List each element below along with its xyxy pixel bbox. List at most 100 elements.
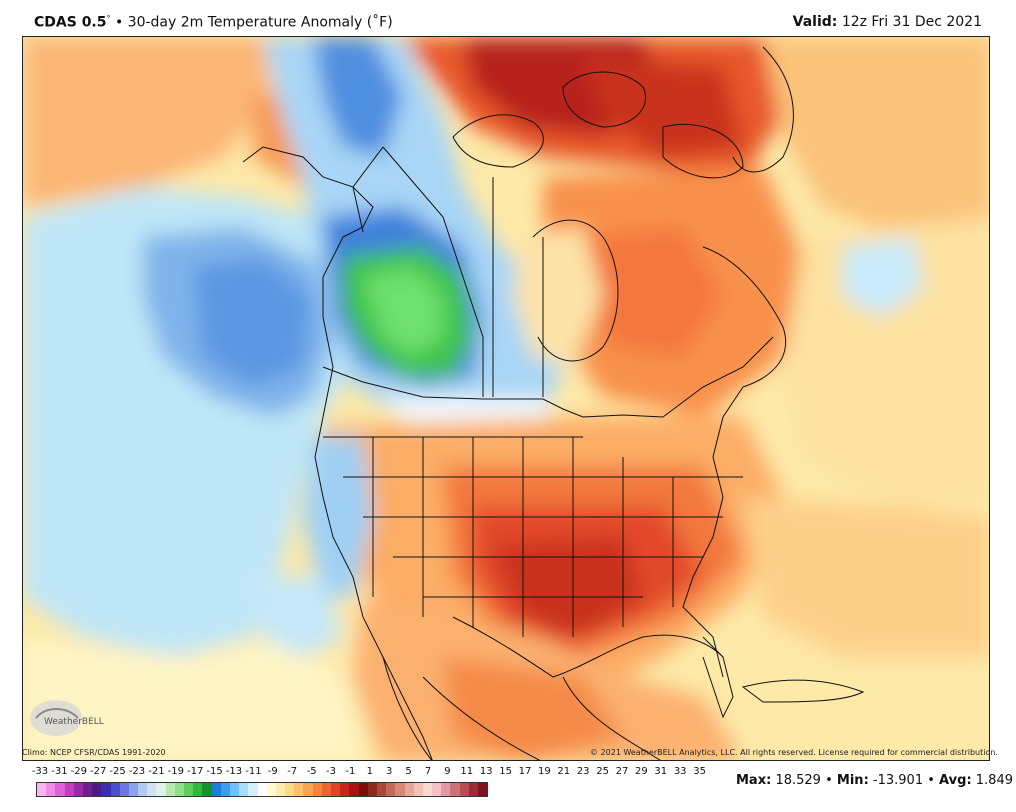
- legend-colorbar: [36, 782, 489, 797]
- legend-swatch: [376, 783, 387, 796]
- legend-swatch: [92, 783, 102, 796]
- min-label: Min: [836, 773, 864, 788]
- legend-tick-label: 19: [538, 766, 551, 777]
- legend-swatch: [321, 783, 331, 796]
- legend-swatch: [147, 783, 157, 796]
- legend-swatch: [331, 783, 341, 796]
- legend-swatch: [165, 783, 175, 796]
- legend-tick-label: 31: [654, 766, 668, 777]
- max-value: 18.529: [775, 773, 821, 788]
- legend-tick-label: 35: [693, 766, 706, 777]
- climo-note: Climo: NCEP CFSR/CDAS 1991-2020: [22, 748, 166, 757]
- legend-tick-label: 11: [460, 766, 474, 777]
- legend-tick-label: -9: [267, 766, 278, 777]
- legend-tick-label: -19: [167, 766, 184, 777]
- legend-swatch: [82, 783, 93, 796]
- max-label: Max: [736, 773, 767, 788]
- legend-swatch: [239, 783, 249, 796]
- legend-swatch: [386, 783, 396, 796]
- valid-value: 12z Fri 31 Dec 2021: [841, 14, 982, 30]
- map-title: CDAS 0.5° • 30-day 2m Temperature Anomal…: [34, 14, 393, 31]
- legend-swatch: [340, 783, 350, 796]
- valid-label: Valid:: [792, 14, 838, 30]
- stats-separator: •: [825, 773, 833, 788]
- legend-swatch: [395, 783, 405, 796]
- degree-mark: °: [106, 14, 111, 23]
- legend-swatch: [138, 783, 148, 796]
- legend-tick-label: -25: [109, 766, 126, 777]
- legend-tick-label: -29: [70, 766, 87, 777]
- legend-swatch: [211, 783, 221, 796]
- legend-tick-label: 17: [518, 766, 532, 777]
- legend-tick-label: 23: [576, 766, 590, 777]
- legend-swatch: [285, 783, 295, 796]
- legend-tick-label: -31: [51, 766, 68, 777]
- legend-swatch: [101, 783, 111, 796]
- legend-tick-label: -33: [31, 766, 49, 777]
- legend-swatch: [358, 783, 368, 796]
- weatherbell-logo: WeatherBELL: [30, 700, 104, 736]
- legend-swatch: [275, 783, 286, 796]
- legend-tick-label: 3: [386, 766, 393, 777]
- product-description: 30-day 2m Temperature Anomaly (˚F): [127, 14, 393, 31]
- legend-swatch: [432, 783, 442, 796]
- legend-swatch: [174, 783, 184, 796]
- copyright-note: © 2021 WeatherBELL Analytics, LLC. All r…: [590, 748, 998, 757]
- legend-swatch: [266, 783, 276, 796]
- legend-tick-label: 25: [596, 766, 609, 777]
- legend-swatch: [220, 783, 230, 796]
- legend-swatch: [73, 783, 83, 796]
- legend-swatch: [37, 783, 47, 796]
- legend-swatch: [119, 783, 129, 796]
- legend-swatch: [441, 783, 451, 796]
- legend-swatch: [413, 783, 423, 796]
- legend-tick-label: 1: [366, 766, 373, 777]
- avg-label: Avg: [939, 773, 967, 788]
- legend-swatch: [184, 783, 194, 796]
- legend-swatch: [459, 783, 469, 796]
- avg-value: 1.849: [975, 773, 1013, 788]
- legend-swatch: [468, 783, 478, 796]
- legend-swatch: [248, 783, 258, 796]
- legend-tick-label: 27: [615, 766, 629, 777]
- legend-swatch: [55, 783, 65, 796]
- legend-tick-label: -21: [148, 766, 165, 777]
- legend-swatch: [110, 783, 120, 796]
- legend-tick-label: -3: [326, 766, 336, 777]
- legend-tick-label: -23: [128, 766, 146, 777]
- legend-swatch: [193, 783, 203, 796]
- legend-swatch: [422, 783, 433, 796]
- legend-tick-label: 33: [673, 766, 687, 777]
- logo-text: WeatherBELL: [44, 717, 104, 727]
- legend-swatch: [46, 783, 56, 796]
- legend-tick-label: -13: [225, 766, 243, 777]
- legend-tick-label: -7: [287, 766, 298, 777]
- legend-swatch: [312, 783, 322, 796]
- political-boundaries: [242, 46, 865, 760]
- legend-tick-label: -1: [345, 766, 356, 777]
- legend-tick-label: -27: [90, 766, 107, 777]
- legend-swatch: [478, 783, 488, 796]
- legend-tick-label: -11: [245, 766, 262, 777]
- map-canvas: [23, 37, 989, 760]
- valid-time: Valid: 12z Fri 31 Dec 2021: [793, 14, 982, 30]
- product-name: CDAS 0.5: [34, 14, 107, 31]
- legend-tick-label: -5: [306, 766, 317, 777]
- legend-tick-label: 21: [557, 766, 571, 777]
- legend-swatch: [294, 783, 304, 796]
- anomaly-fill: [23, 37, 989, 760]
- legend-swatch: [202, 783, 212, 796]
- legend-swatch: [64, 783, 74, 796]
- legend-swatch: [156, 783, 166, 796]
- legend-swatch: [229, 783, 240, 796]
- color-scale-legend: -33 -31 -29 -27 -25 -23 -21 -19 -17 -15 -13 -11 -9 -7…: [30, 764, 720, 804]
- legend-tick-label: 29: [635, 766, 648, 777]
- min-value: -13.901: [872, 773, 924, 788]
- field-stats: Max: 18.529 • Min: -13.901 • Avg: 1.849: [736, 773, 1013, 788]
- anomaly-map: [22, 36, 990, 761]
- title-separator: •: [110, 14, 128, 31]
- stats-separator-2: •: [927, 773, 935, 788]
- legend-tick-label: 13: [479, 766, 493, 777]
- legend-swatch: [257, 783, 267, 796]
- legend-swatch: [349, 783, 359, 796]
